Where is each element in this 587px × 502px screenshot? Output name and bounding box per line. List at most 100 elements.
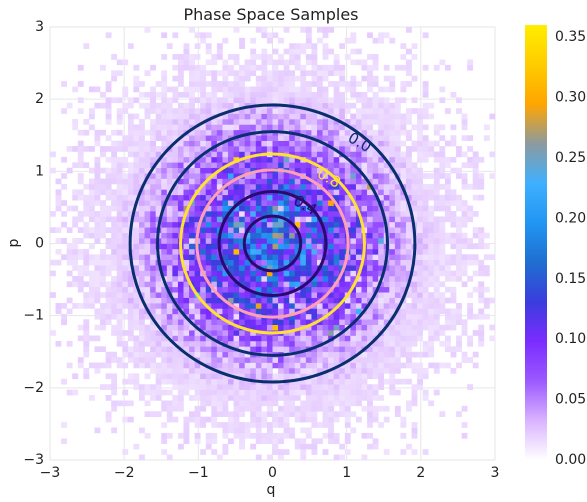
histogram-cell	[350, 232, 357, 239]
histogram-cell	[144, 113, 151, 120]
histogram-cell	[88, 205, 95, 212]
histogram-cell	[233, 254, 240, 261]
histogram-cell	[189, 102, 195, 109]
histogram-cell	[233, 389, 240, 396]
histogram-cell	[339, 405, 346, 412]
histogram-cell	[122, 340, 129, 347]
histogram-cell	[444, 265, 451, 271]
histogram-cell	[289, 119, 296, 125]
histogram-cell	[88, 189, 95, 196]
histogram-cell	[417, 254, 423, 261]
histogram-cell	[417, 167, 423, 174]
histogram-cell	[300, 243, 307, 250]
histogram-cell	[139, 427, 145, 434]
histogram-cell	[261, 216, 268, 223]
histogram-cell	[411, 162, 418, 169]
histogram-cell	[389, 200, 396, 206]
histogram-cell	[339, 97, 346, 104]
histogram-cell	[88, 259, 95, 266]
histogram-cell	[139, 189, 145, 196]
histogram-cell	[144, 70, 151, 77]
histogram-cell	[333, 227, 340, 233]
histogram-cell	[344, 319, 351, 325]
histogram-cell	[367, 243, 373, 250]
histogram-cell	[111, 373, 118, 380]
histogram-cell	[289, 124, 296, 131]
histogram-cell	[400, 378, 407, 385]
histogram-cell	[83, 373, 90, 380]
histogram-cell	[456, 259, 462, 266]
histogram-cell	[322, 91, 329, 98]
histogram-cell	[428, 232, 435, 239]
histogram-cell	[283, 362, 290, 369]
histogram-cell	[172, 416, 179, 423]
histogram-cell	[344, 37, 351, 44]
histogram-cell	[378, 373, 385, 380]
histogram-cell	[433, 140, 440, 147]
histogram-cell	[161, 167, 168, 174]
histogram-cell	[122, 243, 129, 250]
histogram-cell	[250, 189, 257, 196]
histogram-cell	[139, 232, 145, 239]
histogram-cell	[378, 422, 385, 428]
histogram-cell	[278, 286, 284, 293]
histogram-cell	[233, 102, 240, 109]
histogram-cell	[122, 140, 129, 147]
histogram-cell	[77, 270, 84, 277]
histogram-cell	[266, 146, 273, 152]
histogram-cell	[472, 151, 479, 158]
histogram-cell	[367, 384, 373, 390]
histogram-cell	[411, 286, 418, 293]
histogram-cell	[66, 389, 73, 396]
histogram-cell	[328, 178, 334, 185]
histogram-cell	[344, 221, 351, 228]
histogram-cell	[266, 400, 273, 407]
histogram-cell	[116, 119, 123, 125]
histogram-cell	[228, 427, 234, 434]
histogram-cell	[417, 156, 423, 163]
histogram-cell	[272, 340, 279, 347]
histogram-cell	[55, 259, 62, 266]
histogram-cell	[194, 367, 201, 374]
histogram-cell	[250, 238, 257, 244]
histogram-cell	[255, 200, 262, 206]
histogram-cell	[205, 32, 212, 39]
histogram-cell	[406, 227, 412, 233]
histogram-cell	[372, 438, 379, 445]
histogram-cell	[166, 275, 173, 282]
histogram-cell	[467, 146, 474, 152]
histogram-cell	[261, 162, 268, 169]
histogram-cell	[166, 254, 173, 261]
histogram-cell	[161, 211, 168, 217]
histogram-cell	[294, 113, 301, 120]
histogram-cell	[177, 59, 184, 66]
histogram-cell	[150, 330, 156, 336]
histogram-cell	[283, 135, 290, 141]
histogram-cell	[161, 449, 168, 455]
histogram-cell	[278, 259, 284, 266]
histogram-cell	[116, 211, 123, 217]
histogram-cell	[406, 265, 412, 271]
histogram-cell	[289, 194, 296, 201]
histogram-cell	[283, 91, 290, 98]
histogram-cell	[77, 156, 84, 163]
histogram-cell	[194, 173, 201, 179]
histogram-cell	[261, 124, 268, 131]
histogram-cell	[222, 373, 229, 380]
histogram-cell	[172, 151, 179, 158]
histogram-cell	[367, 102, 373, 109]
histogram-cell	[367, 167, 373, 174]
histogram-cell	[116, 286, 123, 293]
histogram-cell	[72, 189, 79, 196]
histogram-cell	[361, 330, 368, 336]
histogram-cell	[428, 113, 435, 120]
histogram-cell	[283, 400, 290, 407]
histogram-cell	[450, 313, 457, 320]
histogram-cell	[166, 173, 173, 179]
histogram-cell	[328, 432, 334, 439]
histogram-cell	[289, 151, 296, 158]
histogram-cell	[300, 416, 307, 423]
histogram-cell	[150, 129, 156, 136]
histogram-cell	[94, 211, 101, 217]
histogram-cell	[400, 243, 407, 250]
